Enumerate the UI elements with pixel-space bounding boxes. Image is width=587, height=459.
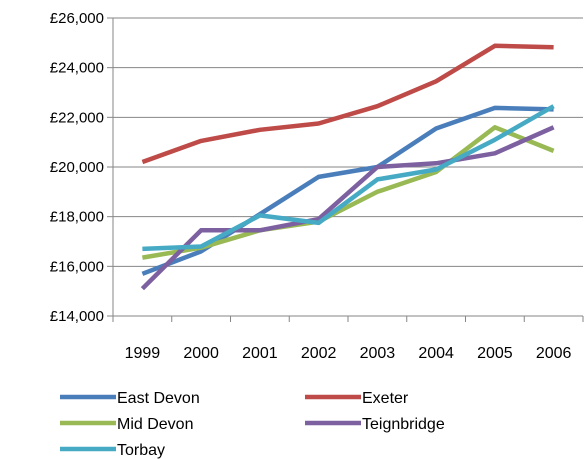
legend-item: Torbay xyxy=(60,442,165,459)
legend-label: Mid Devon xyxy=(117,416,193,433)
y-tick-label: £16,000 xyxy=(50,258,104,275)
series-mid-devon xyxy=(142,125,555,260)
legend-label: East Devon xyxy=(117,390,200,407)
x-tick-label: 1999 xyxy=(125,345,161,362)
series-line xyxy=(142,125,555,260)
series-teignbridge xyxy=(140,125,555,291)
y-tick-label: £24,000 xyxy=(50,60,104,77)
legend-item: Mid Devon xyxy=(60,416,193,433)
legend: East Devon Exeter Mid Devon Teignbridge Torb… xyxy=(60,390,445,459)
y-tick-label: £14,000 xyxy=(50,308,104,325)
axes xyxy=(107,17,584,322)
series-line xyxy=(141,43,554,165)
legend-label: Torbay xyxy=(117,442,165,459)
x-tick-label: 2000 xyxy=(183,345,219,362)
y-tick-label: £26,000 xyxy=(50,10,104,27)
y-axis-tick-labels: £14,000 £16,000 £18,000 £20,000 £22,000 £24,0… xyxy=(50,10,104,325)
legend-label: Exeter xyxy=(362,390,409,407)
x-tick-label: 2003 xyxy=(360,345,396,362)
y-tick-label: £18,000 xyxy=(50,209,104,226)
x-tick-label: 2002 xyxy=(301,345,337,362)
legend-item: East Devon xyxy=(60,390,200,407)
x-tick-label: 2001 xyxy=(242,345,278,362)
series-lines xyxy=(140,43,555,291)
series-line xyxy=(142,104,555,252)
gridlines xyxy=(113,17,583,267)
x-tick-label: 2005 xyxy=(477,345,513,362)
series-line xyxy=(140,125,555,291)
x-axis-tick-labels: 1999 2000 2001 2002 2003 2004 2005 2006 xyxy=(125,345,572,362)
y-tick-label: £20,000 xyxy=(50,159,104,176)
series-exeter xyxy=(141,43,554,165)
legend-item: Teignbridge xyxy=(305,416,445,433)
series-torbay xyxy=(142,104,555,252)
y-tick-label: £22,000 xyxy=(50,109,104,126)
legend-item: Exeter xyxy=(305,390,409,407)
x-tick-label: 2004 xyxy=(418,345,454,362)
legend-label: Teignbridge xyxy=(362,416,445,433)
x-tick-label: 2006 xyxy=(536,345,572,362)
